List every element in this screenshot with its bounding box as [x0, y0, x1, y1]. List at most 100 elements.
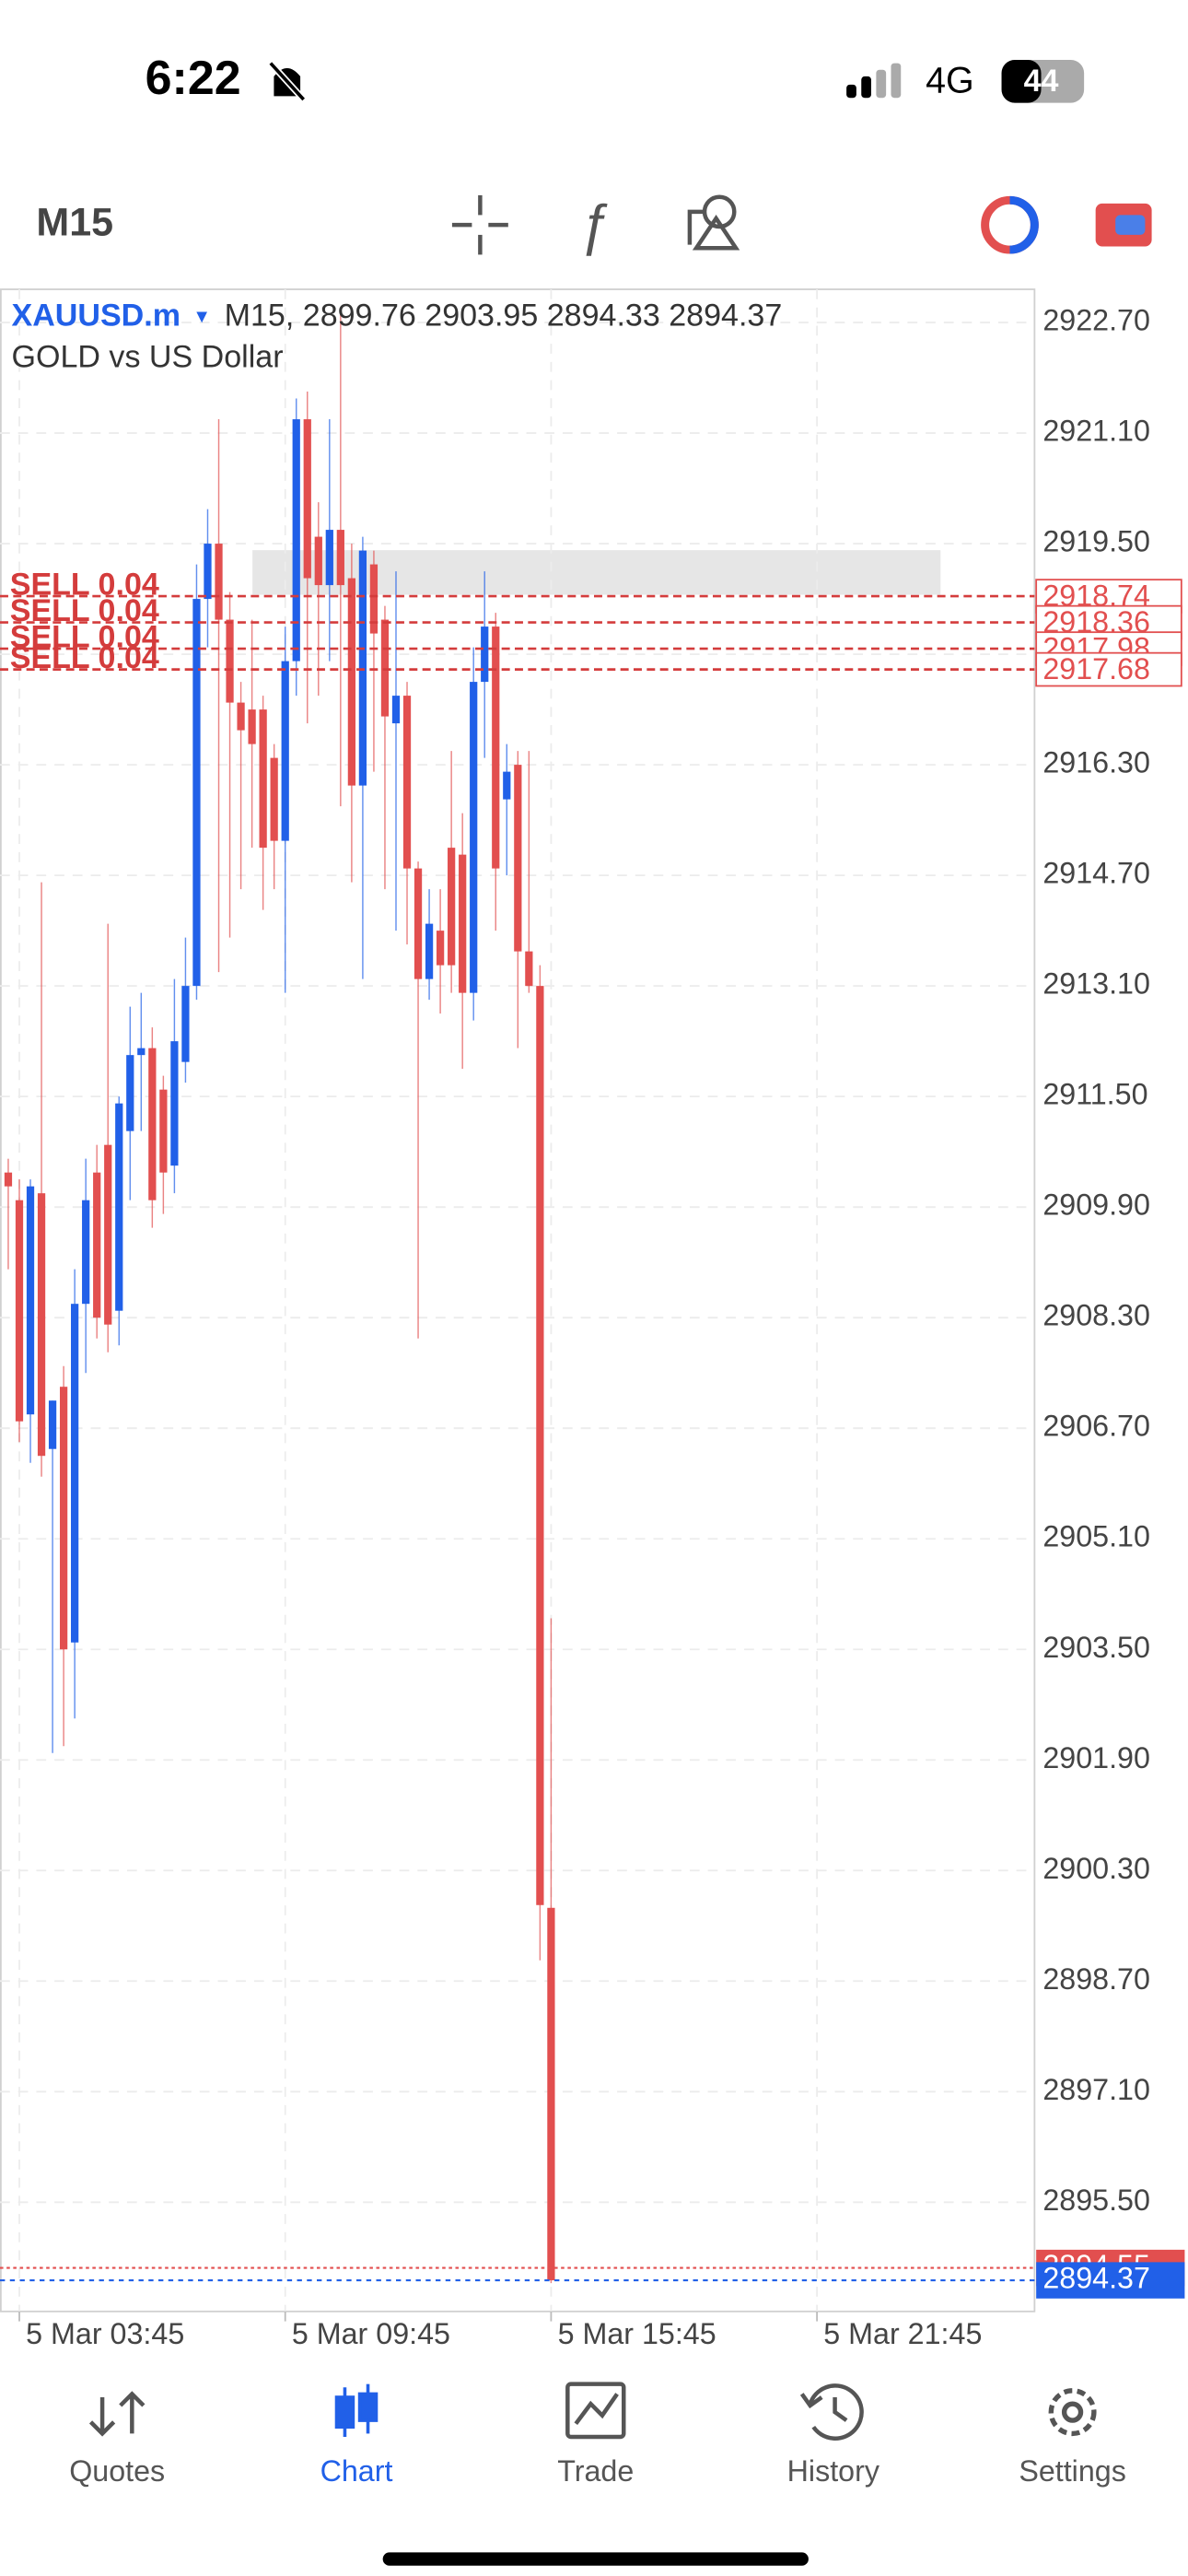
candle-body — [547, 1907, 555, 2281]
candle-body — [380, 619, 390, 717]
header-low: 2894.33 — [547, 298, 660, 333]
header-close: 2894.37 — [669, 298, 782, 333]
crosshair-button[interactable] — [451, 194, 508, 255]
candle-body — [59, 1387, 68, 1650]
y-tick-label: 2900.30 — [1042, 1852, 1150, 1885]
candle-body — [402, 696, 412, 869]
candle-body — [259, 709, 267, 849]
y-tick-label: 2921.10 — [1042, 415, 1150, 448]
y-tick-label: 2908.30 — [1042, 1299, 1150, 1332]
y-tick-label: 2914.70 — [1042, 857, 1150, 890]
bottom-nav: Quotes Chart Trade History Settings — [69, 2382, 1126, 2488]
candle-body — [104, 1144, 112, 1325]
candle-body — [137, 1048, 146, 1056]
y-tick-label: 2911.50 — [1042, 1078, 1147, 1111]
candle-body — [170, 1041, 179, 1166]
y-tick-label: 2895.50 — [1042, 2184, 1150, 2217]
candle-body — [48, 1400, 57, 1449]
quotes-icon — [88, 2391, 146, 2437]
candle-body — [93, 1172, 101, 1318]
candle-body — [71, 1304, 79, 1643]
order-label: SELL 0.04 — [10, 567, 159, 602]
candle-body — [192, 599, 201, 987]
candle-body — [448, 848, 456, 966]
order-price-box — [1035, 651, 1182, 687]
header-open: 2899.76 — [303, 298, 416, 333]
candle-body — [347, 578, 355, 786]
candle-body — [425, 923, 434, 979]
y-tick-label: 2913.10 — [1042, 967, 1150, 1001]
candle-body — [281, 661, 289, 841]
bid-box — [1036, 2262, 1185, 2299]
timeframe-button[interactable]: M15 — [36, 201, 113, 245]
candle-body — [270, 757, 278, 841]
settings-icon — [1048, 2388, 1097, 2437]
objects-button[interactable] — [687, 194, 740, 251]
candle-body — [226, 619, 234, 703]
candle-body — [369, 564, 379, 634]
nav-item[interactable]: History — [787, 2454, 880, 2488]
y-tick-label: 2897.10 — [1042, 2073, 1150, 2106]
account-button[interactable] — [1095, 203, 1152, 247]
candle-body — [503, 771, 511, 800]
subtitle: GOLD vs US Dollar — [12, 339, 284, 374]
nav-item[interactable]: Quotes — [69, 2454, 165, 2488]
y-tick-label: 2903.50 — [1042, 1631, 1150, 1664]
y-tick-label: 2922.70 — [1042, 304, 1150, 337]
chart-frame — [0, 288, 1036, 2313]
candle-body — [536, 986, 544, 1905]
order-label: SELL 0.04 — [10, 593, 159, 628]
candle-body — [181, 986, 190, 1062]
candle-body — [4, 1172, 13, 1187]
order-label: SELL 0.04 — [10, 619, 159, 654]
candle-body — [436, 931, 445, 966]
nav-item[interactable]: Trade — [557, 2454, 634, 2488]
x-tick-label: 5 Mar 15:45 — [558, 2317, 716, 2350]
mute-icon — [268, 61, 307, 102]
y-tick-label: 2906.70 — [1042, 1410, 1150, 1443]
order-label: SELL 0.04 — [10, 640, 159, 675]
y-tick-label: 2898.70 — [1042, 1962, 1150, 1996]
candle-body — [204, 544, 212, 600]
chart-icon — [334, 2383, 379, 2437]
ohlc-header: M15, 2899.76 2903.95 2894.33 2894.37 — [225, 298, 783, 333]
x-tick-label: 5 Mar 21:45 — [823, 2317, 982, 2350]
indicators-button[interactable]: ƒ — [578, 193, 610, 256]
header-timeframe: M15 — [225, 298, 285, 333]
candle-body — [336, 530, 344, 586]
battery-text: 44 — [1024, 64, 1059, 99]
clock: 6:22 — [146, 52, 241, 105]
candle-body — [159, 1089, 168, 1173]
y-tick-label: 2901.90 — [1042, 1741, 1150, 1774]
x-tick-label: 5 Mar 09:45 — [292, 2317, 450, 2350]
candle-body — [292, 419, 300, 662]
candle-body — [248, 709, 256, 744]
candle-body — [481, 626, 489, 683]
candle-body — [26, 1186, 35, 1415]
bid-label: 2894.37 — [1042, 2262, 1150, 2295]
x-tick-label: 5 Mar 03:45 — [26, 2317, 184, 2350]
signal-icon — [846, 63, 902, 99]
candle-body — [148, 1048, 157, 1200]
y-tick-label: 2905.10 — [1042, 1520, 1150, 1553]
candle-body — [413, 868, 423, 979]
candle-body — [492, 626, 500, 869]
history-icon — [799, 2383, 864, 2441]
network: 4G — [926, 60, 974, 100]
candle-body — [314, 536, 322, 586]
nav-item[interactable]: Settings — [1019, 2454, 1126, 2488]
candle-body — [303, 419, 311, 579]
candle-body — [126, 1055, 134, 1131]
header-high: 2903.95 — [425, 298, 538, 333]
battery-level — [1001, 60, 1042, 103]
y-tick-label: 2919.50 — [1042, 525, 1150, 558]
symbol[interactable]: XAUUSD.m — [12, 298, 181, 333]
symbol-dropdown[interactable]: ▾ — [196, 304, 207, 328]
candle-body — [15, 1200, 24, 1422]
trade-clock-button[interactable] — [981, 195, 1039, 254]
nav-item[interactable]: Chart — [320, 2454, 393, 2488]
drawn-rectangle — [252, 550, 941, 595]
y-tick-label: 2916.30 — [1042, 746, 1150, 779]
order-price-label: 2917.68 — [1042, 652, 1150, 685]
